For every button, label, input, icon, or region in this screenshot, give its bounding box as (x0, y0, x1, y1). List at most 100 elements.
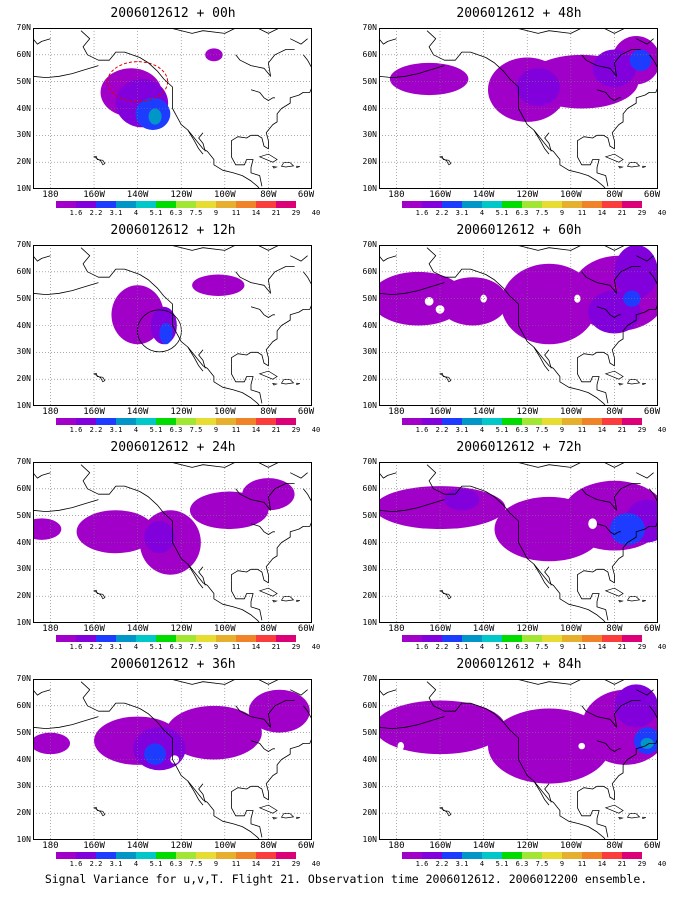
colorbar-swatch (116, 635, 136, 642)
lat-tick-label: 20N (16, 591, 31, 601)
lat-tick-label: 50N (16, 76, 31, 86)
lat-tick-label: 70N (16, 23, 31, 32)
colorbar-label: 1.6 (415, 209, 429, 217)
lon-tick-label: 100W (559, 841, 582, 851)
colorbar-swatch (602, 852, 622, 859)
variance-plume (33, 518, 62, 540)
colorbar-label: 1.6 (69, 426, 83, 434)
coastline (379, 689, 397, 696)
colorbar-swatch (116, 418, 136, 425)
coastline (596, 740, 621, 752)
colorbar-swatch (542, 201, 562, 208)
lon-tick-label: 60W (643, 841, 661, 851)
lon-tick-label: 120W (516, 841, 539, 851)
colorbar-label: 1.6 (69, 209, 83, 217)
lon-tick-label: 60W (643, 624, 661, 634)
coastline (198, 132, 206, 152)
coastline (379, 499, 445, 512)
variance-map (33, 28, 312, 189)
lon-tick-label: 60W (643, 190, 661, 200)
colorbar-swatch (136, 418, 156, 425)
colorbar-label: 21 (271, 643, 281, 651)
colorbar-label: 9 (213, 643, 219, 651)
colorbar-swatch (116, 852, 136, 859)
colorbar-swatch (56, 418, 76, 425)
colorbar-swatch (196, 635, 216, 642)
lat-tick-label: 40N (362, 103, 377, 113)
coastline (603, 462, 641, 468)
colorbar-swatch (582, 635, 602, 642)
coastline (257, 462, 295, 468)
colorbar-label: 40 (311, 860, 321, 868)
coastline (426, 464, 607, 623)
plume-gap (588, 518, 597, 530)
lon-tick-label: 120W (170, 624, 193, 634)
coastline (596, 306, 621, 318)
forecast-panel: 2006012612 + 60h 70N 60N 50N 40N 30N 20N 10N 180… (346, 217, 692, 435)
lon-tick-label: 180 (42, 407, 59, 417)
coastline (33, 65, 99, 78)
colorbar-label: 6.3 (169, 426, 183, 434)
colorbar-swatch (562, 635, 582, 642)
coastline (80, 247, 261, 406)
colorbar-swatch (622, 418, 642, 425)
colorbar-swatch (422, 418, 442, 425)
colorbar-label: 2.2 (89, 209, 103, 217)
colorbar-swatch (462, 635, 482, 642)
island-outline (626, 379, 641, 385)
colorbar-label: 7.5 (189, 643, 203, 651)
colorbar-swatch (216, 201, 236, 208)
colorbar-label: 11 (577, 209, 587, 217)
lat-tick-label: 60N (16, 483, 31, 493)
colorbar-swatch (196, 418, 216, 425)
panel-title: 2006012612 + 48h (456, 6, 582, 21)
colorbar-label: 14 (597, 860, 607, 868)
lat-tick-label: 60N (16, 266, 31, 276)
lat-tick-label: 70N (16, 240, 31, 249)
lon-tick-label: 100W (213, 841, 236, 851)
colorbar-swatch (502, 201, 522, 208)
lon-tick-label: 140W (472, 190, 495, 200)
variance-plume (148, 108, 162, 125)
colorbar-label: 40 (657, 643, 667, 651)
coastline (231, 363, 263, 404)
lat-tick-label: 60N (16, 49, 31, 59)
coastline (596, 89, 621, 101)
island-outline (618, 383, 624, 386)
variance-plume (379, 486, 506, 530)
coastline (235, 49, 295, 77)
colorbar-swatch (256, 201, 276, 208)
coastline (603, 679, 641, 685)
colorbar-swatch (256, 635, 276, 642)
lon-tick-label: 160W (83, 407, 105, 417)
lon-tick-label: 80W (606, 841, 623, 851)
colorbar-swatch (216, 852, 236, 859)
colorbar-label: 11 (231, 860, 241, 868)
coastline (33, 716, 99, 729)
lat-tick-label: 60N (362, 49, 377, 59)
coastline (235, 483, 295, 511)
coastline (235, 700, 295, 728)
colorbar-label: 9 (213, 426, 219, 434)
coastline (33, 255, 51, 262)
lat-tick-label: 30N (362, 130, 377, 140)
island-outline (258, 370, 278, 380)
island-outline (642, 165, 646, 168)
coastline (379, 716, 445, 729)
coastline (250, 740, 275, 752)
lat-tick-label: 40N (16, 754, 31, 764)
colorbar-label: 40 (657, 860, 667, 868)
island-outline (93, 589, 106, 600)
lat-tick-label: 60N (16, 700, 31, 710)
colorbar-label: 5.1 (495, 643, 509, 651)
lat-tick-label: 40N (16, 537, 31, 547)
colorbar (56, 418, 296, 425)
colorbar-swatch (622, 201, 642, 208)
lat-tick-label: 20N (362, 591, 377, 601)
coastline (198, 566, 206, 586)
lon-tick-label: 180 (388, 624, 405, 634)
coastline (544, 783, 552, 803)
lon-tick-label: 80W (606, 190, 623, 200)
colorbar-label: 9 (559, 860, 565, 868)
